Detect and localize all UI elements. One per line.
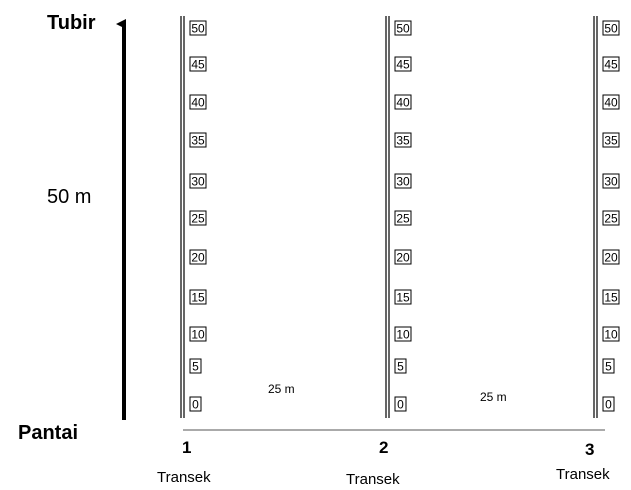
plot-marker-label: 5 bbox=[605, 360, 612, 374]
plot-marker: 40 bbox=[602, 94, 620, 110]
plot-marker: 20 bbox=[602, 249, 620, 265]
plot-marker-label: 50 bbox=[604, 22, 618, 36]
plot-marker: 0 bbox=[189, 396, 202, 412]
plot-marker-label: 25 bbox=[396, 212, 410, 226]
transect-label-2: Transek bbox=[346, 471, 400, 488]
transect-number-3: 3 bbox=[585, 440, 595, 459]
plot-marker-label: 20 bbox=[191, 251, 205, 265]
plot-marker: 45 bbox=[602, 56, 620, 72]
plot-marker-label: 35 bbox=[191, 134, 205, 148]
transect-number-2: 2 bbox=[379, 438, 389, 457]
plot-marker: 10 bbox=[394, 326, 412, 342]
plot-marker: 5 bbox=[394, 358, 407, 374]
plot-marker: 35 bbox=[189, 132, 207, 148]
label-pantai: Pantai bbox=[18, 422, 79, 444]
plot-marker: 10 bbox=[602, 326, 620, 342]
plot-marker-label: 20 bbox=[604, 251, 618, 265]
plot-marker-label: 45 bbox=[604, 58, 618, 72]
transect-number-1: 1 bbox=[182, 438, 192, 457]
plot-marker: 15 bbox=[189, 289, 207, 305]
plot-marker-label: 50 bbox=[191, 22, 205, 36]
spacing-label-2: 25 m bbox=[480, 390, 507, 404]
plot-marker-label: 30 bbox=[191, 175, 205, 189]
plot-marker: 5 bbox=[189, 358, 202, 374]
plot-marker: 50 bbox=[602, 20, 620, 36]
plot-marker-label: 0 bbox=[192, 398, 199, 412]
plot-marker-label: 35 bbox=[604, 134, 618, 148]
plot-marker: 40 bbox=[189, 94, 207, 110]
plot-marker: 15 bbox=[394, 289, 412, 305]
plot-marker-label: 40 bbox=[191, 96, 205, 110]
plot-marker: 35 bbox=[394, 132, 412, 148]
plot-marker: 35 bbox=[602, 132, 620, 148]
plot-marker: 25 bbox=[394, 210, 412, 226]
plot-marker: 30 bbox=[189, 173, 207, 189]
plot-marker-label: 35 bbox=[396, 134, 410, 148]
plot-marker-label: 20 bbox=[396, 251, 410, 265]
plot-marker: 40 bbox=[394, 94, 412, 110]
plot-marker-label: 10 bbox=[191, 328, 205, 342]
plot-marker: 25 bbox=[602, 210, 620, 226]
transect-label-1: Transek bbox=[157, 469, 211, 486]
label-tubir: Tubir bbox=[47, 12, 96, 34]
plot-marker: 20 bbox=[394, 249, 412, 265]
plot-marker-label: 45 bbox=[191, 58, 205, 72]
plot-marker: 45 bbox=[189, 56, 207, 72]
plot-marker-label: 40 bbox=[604, 96, 618, 110]
plot-marker-label: 30 bbox=[396, 175, 410, 189]
plot-marker-label: 45 bbox=[396, 58, 410, 72]
plot-marker-label: 0 bbox=[397, 398, 404, 412]
plot-marker-label: 50 bbox=[396, 22, 410, 36]
plot-marker-label: 5 bbox=[192, 360, 199, 374]
plot-marker-label: 40 bbox=[396, 96, 410, 110]
plot-marker-label: 10 bbox=[396, 328, 410, 342]
plot-marker-label: 0 bbox=[605, 398, 612, 412]
plot-marker: 5 bbox=[602, 358, 615, 374]
spacing-label-1: 25 m bbox=[268, 382, 295, 396]
plot-marker-label: 25 bbox=[604, 212, 618, 226]
plot-marker-label: 5 bbox=[397, 360, 404, 374]
plot-marker-label: 10 bbox=[604, 328, 618, 342]
plot-marker: 0 bbox=[394, 396, 407, 412]
plot-marker: 10 bbox=[189, 326, 207, 342]
plot-marker: 30 bbox=[602, 173, 620, 189]
label-length: 50 m bbox=[47, 186, 92, 208]
plot-marker-label: 30 bbox=[604, 175, 618, 189]
plot-marker-label: 15 bbox=[604, 291, 618, 305]
plot-marker: 20 bbox=[189, 249, 207, 265]
plot-marker-label: 25 bbox=[191, 212, 205, 226]
plot-marker: 45 bbox=[394, 56, 412, 72]
plot-marker: 50 bbox=[189, 20, 207, 36]
transect-label-3: Transek bbox=[556, 466, 610, 483]
plot-marker: 25 bbox=[189, 210, 207, 226]
plot-marker: 15 bbox=[602, 289, 620, 305]
plot-marker: 30 bbox=[394, 173, 412, 189]
plot-marker: 50 bbox=[394, 20, 412, 36]
plot-marker: 0 bbox=[602, 396, 615, 412]
plot-marker-label: 15 bbox=[396, 291, 410, 305]
plot-marker-label: 15 bbox=[191, 291, 205, 305]
